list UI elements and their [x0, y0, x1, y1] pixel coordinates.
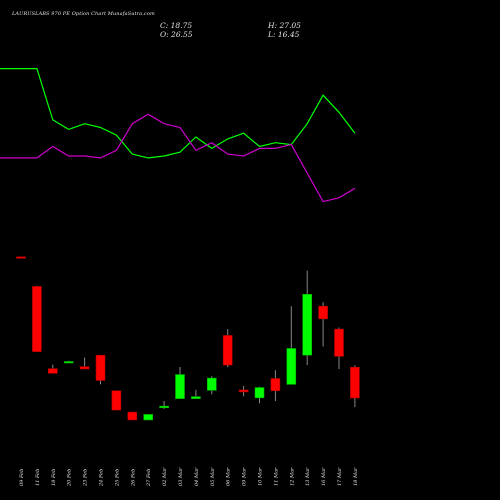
candle-body [350, 366, 360, 399]
candle-body [254, 387, 265, 399]
x-tick-label: 03 Mar [178, 467, 184, 486]
close-value: C: 18.75 [160, 21, 193, 30]
x-tick-label: 26 Feb [130, 469, 136, 487]
open-value: O: 26.55 [160, 30, 193, 39]
candle [222, 329, 233, 368]
x-tick-label: 25 Feb [114, 469, 120, 487]
x-axis-labels: 09 Feb 11 Feb 18 Feb 20 Feb 23 Feb 24 Feb 25 F… [19, 467, 359, 487]
x-tick-label: 16 Mar [321, 467, 327, 486]
candle [47, 364, 58, 374]
candle [143, 414, 153, 421]
indicator-line-1 [0, 67, 356, 159]
candle [254, 386, 265, 404]
candle-body [207, 377, 217, 391]
x-tick-label: 09 Mar [242, 467, 248, 486]
x-tick-label: 13 Mar [305, 467, 311, 486]
candle [302, 270, 313, 366]
candle-body [32, 286, 42, 352]
x-tick-label: 12 Mar [289, 467, 295, 486]
candle-body [143, 414, 153, 421]
candle-body [79, 366, 90, 370]
indicator-lines [0, 67, 356, 203]
candle [191, 389, 201, 399]
candlesticks [16, 256, 360, 421]
x-tick-label: 20 Feb [67, 469, 73, 487]
candle [63, 360, 74, 364]
candle-body [16, 256, 26, 259]
candle [127, 411, 138, 421]
x-tick-label: 17 Mar [337, 467, 343, 486]
candle [79, 357, 90, 370]
x-tick-label: 27 Feb [146, 469, 152, 487]
candle-body [127, 411, 138, 421]
x-tick-label: 18 Mar [353, 467, 359, 486]
candle [350, 365, 360, 408]
candle-body [159, 405, 169, 409]
x-tick-label: 04 Mar [194, 467, 200, 486]
candle-body [238, 389, 249, 393]
candle-body [270, 378, 281, 392]
high-value: H: 27.05 [268, 21, 301, 30]
candle [238, 385, 249, 397]
chart-title: LAURUSLABS 970 PE Option Chart MunafaSut… [12, 11, 155, 17]
x-tick-label: 18 Feb [51, 469, 57, 486]
x-tick-label: 11 Mar [273, 467, 279, 486]
candle-body [318, 305, 328, 320]
x-tick-label: 06 Mar [226, 467, 232, 486]
candle [16, 256, 26, 259]
x-tick-label: 10 Mar [258, 467, 264, 486]
candle [32, 285, 42, 352]
x-tick-label: 11 Feb [35, 469, 41, 486]
candle-body [286, 348, 297, 385]
candle-body [302, 294, 313, 356]
candle-body [63, 361, 74, 364]
candle-body [334, 328, 344, 357]
candle-body [47, 368, 58, 374]
low-value: L: 16.45 [268, 30, 300, 39]
x-tick-label: 09 Feb [19, 469, 25, 486]
candle [175, 367, 185, 399]
candle [207, 376, 217, 395]
candle-body [95, 354, 106, 381]
candle-body [222, 335, 233, 366]
x-tick-label: 23 Feb [83, 469, 89, 487]
candle [318, 302, 328, 347]
candle [159, 401, 169, 409]
candle-body [191, 396, 201, 399]
candle [270, 370, 281, 401]
x-tick-label: 24 Feb [99, 469, 105, 487]
x-tick-label: 05 Mar [210, 467, 216, 486]
candle [111, 390, 122, 411]
candle [95, 354, 106, 385]
indicator-line-2 [0, 113, 356, 203]
candle [334, 327, 344, 370]
candle-body [175, 374, 185, 399]
candle-body [111, 390, 122, 411]
candle [286, 306, 297, 385]
x-tick-label: 02 Mar [162, 467, 168, 486]
